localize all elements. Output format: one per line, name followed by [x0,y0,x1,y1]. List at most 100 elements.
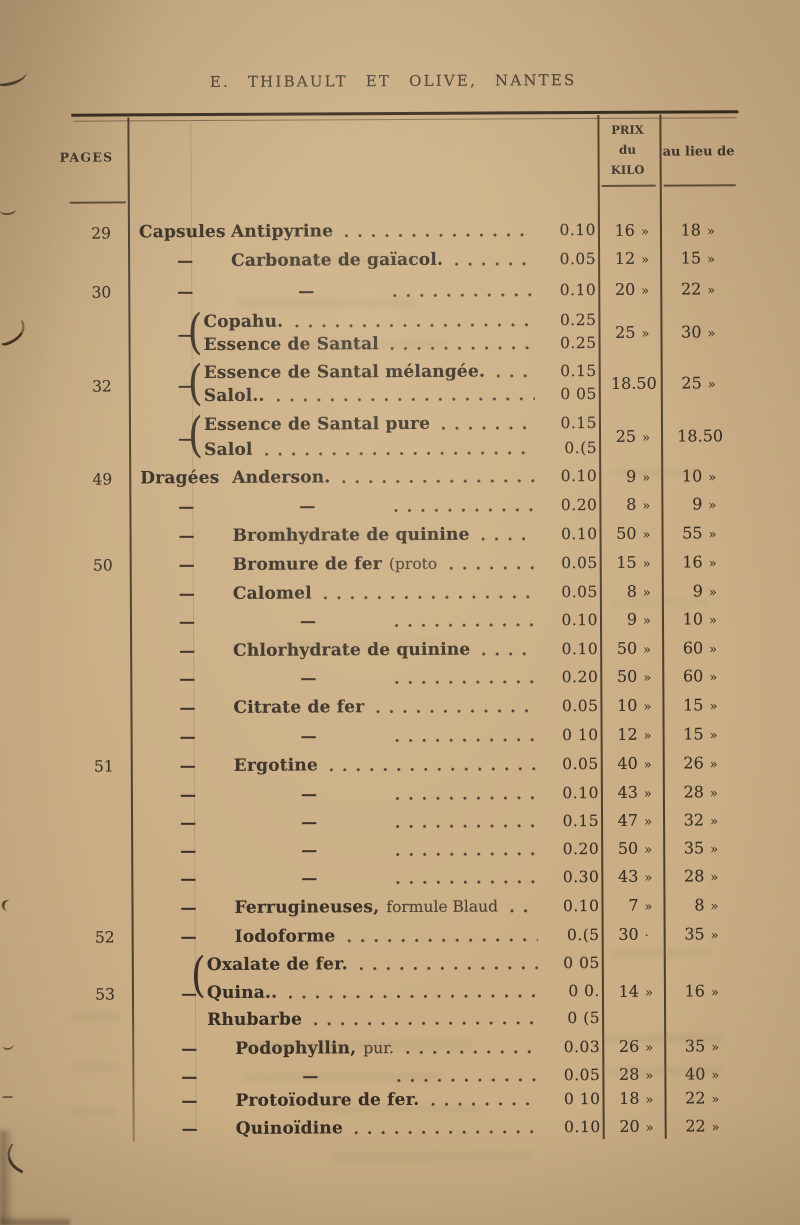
unit-price: 0.15 [562,811,600,831]
unit-price: 0.20 [561,667,599,687]
ditto-dash: — [179,698,196,718]
bleedthrough-smudge [72,1106,118,1116]
ditto-dash: — [180,927,197,947]
ditto-dash: — [300,726,317,746]
former-price-cell: 8» [665,895,725,916]
former-price: 10 [682,609,704,629]
kilo-price: 50 [617,838,639,858]
table-row: Oxalate de fer. 0 05 [143,954,600,975]
former-price-cell: 30 » [662,322,722,343]
kilo-price-cell: 50 » [601,524,657,545]
table-row: Essence de Santal 0.25 [140,334,597,355]
kilo-price-cell: 16» [600,221,656,242]
ditto-dash: — [180,841,197,861]
kilo-unit: » [644,870,653,886]
former-price-unit: » [709,670,718,686]
table-row: Dragées Anderson. 0.10 [140,467,597,488]
leader-dots [342,478,536,485]
header-kilo: KILO [610,162,645,177]
former-price: 25 [681,372,702,393]
kilo-price: 25 [615,426,637,446]
ink-mark [0,320,29,347]
leader-dots [330,766,537,773]
former-price-cell: 9» [664,581,724,602]
leader-dots [395,679,537,686]
unit-price: 0.10 [560,466,598,486]
kilo-price: 18.50 [610,373,657,393]
kilo-price: 14 [618,981,639,1001]
bleedthrough-smudge [72,1061,121,1072]
page-number: 29 [91,224,112,243]
ditto-dash: — [181,1067,198,1087]
leader-dots [431,1101,539,1107]
table-row: — — 0.10 [141,610,598,632]
kilo-unit: » [642,613,652,629]
leader-dots [354,1129,539,1136]
item-name: Oxalate de fer. [206,954,348,976]
former-price: 60 [682,666,704,686]
leader-dots [395,795,537,802]
kilo-price: 28 [618,1064,640,1084]
kilo-unit: » [645,1040,654,1056]
former-price-cell: 16 » [666,981,726,1002]
ditto-dash: — [301,812,318,832]
kilo-price: 43 [617,782,638,802]
table-row: Copahu. 0.25 [139,311,596,332]
former-price: 9 [692,581,703,601]
kilo-unit: » [644,842,653,858]
ditto-dash: — [302,1066,319,1086]
kilo-price-cell: 20 » [600,280,656,301]
kilo-price: 9 [626,609,638,629]
item-name: Bromure de fer [232,554,382,575]
leader-dots [442,425,536,431]
unit-price: 0.10 [564,1117,601,1137]
unit-price: 0.03 [563,1037,601,1057]
former-price-unit: » [709,757,718,773]
former-price-cell: 18.50 [663,426,723,445]
ditto-dash: — [179,785,196,805]
item-name-note: (proto [388,554,438,574]
kilo-price-cell: 50 » [602,667,658,688]
former-price-unit: » [706,224,715,240]
ink-mark [2,1038,15,1051]
kilo-price-cell: 18 » [604,1089,660,1110]
unit-price: 0.25 [559,333,597,353]
former-price-unit: » [707,376,716,392]
kilo-unit: » [643,786,652,802]
former-price: 18.50 [677,425,724,446]
item-lead: Capsules [138,221,226,243]
table-row: — — 0.30 [142,867,599,889]
leader-dots [295,322,535,329]
lieu-header-rule [663,184,736,187]
kilo-header-rule [601,184,656,187]
page-number: 50 [92,556,113,575]
item-name: Antipyrine [230,221,334,242]
former-price-unit: » [710,814,719,830]
kilo-price-cell: 10 » [602,696,658,717]
item-name: Ergotine [233,755,319,776]
unit-price: 0.05 [562,754,599,774]
ink-mark [1,1143,33,1174]
item-name-note: pur. [363,1039,394,1058]
leader-dots [395,622,537,629]
kilo-unit: » [642,430,651,446]
former-price-cell: 9» [663,494,723,515]
leader-dots [276,396,535,403]
item-name-note: formule Blaud [386,897,499,917]
ditto-dash: — [177,282,194,302]
former-price: 18 [680,220,702,240]
unit-price: 0.05 [563,1065,601,1085]
pages-header-rule [69,201,126,204]
leader-dots [393,292,535,299]
kilo-price-cell: 50 » [603,839,659,860]
unit-price: 0.30 [562,867,600,887]
kilo-unit: » [641,252,650,268]
item-name: Essence de Santal [203,334,379,356]
former-price: 22 [680,279,702,299]
bleedthrough-smudge [72,1011,121,1022]
leader-dots [482,651,537,657]
unit-price: 0.10 [559,280,597,300]
kilo-price-cell: 14 » [604,981,660,1002]
kilo-unit: » [644,985,653,1001]
